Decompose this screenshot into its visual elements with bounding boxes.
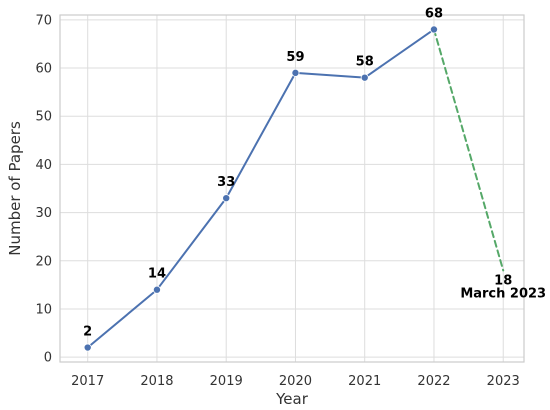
data-label: 14 [148,267,166,282]
y-tick-label: 10 [35,302,52,317]
x-tick-label: 2017 [71,374,104,389]
y-tick-label: 60 [35,62,52,77]
grid [60,15,524,362]
y-tick-labels: 0 10 20 30 40 50 60 70 [35,13,52,365]
y-axis-label: Number of Papers [6,121,24,256]
x-axis-label: Year [275,390,309,408]
data-point [429,25,438,34]
data-label: 59 [286,50,304,65]
y-tick-label: 50 [35,110,52,125]
y-tick-label: 0 [44,351,52,366]
series-line-2 [432,28,505,272]
annotation-label: March 2023 [460,286,546,301]
data-point [360,73,369,82]
y-tick-label: 70 [35,13,52,28]
markers [83,25,438,352]
x-tick-label: 2022 [417,374,450,389]
data-label: 18 [494,273,512,288]
data-point [222,194,231,203]
x-tick-label: 2019 [210,374,243,389]
series-line-1 [86,28,435,349]
y-tick-label: 20 [35,254,52,269]
x-tick-label: 2020 [279,374,312,389]
data-label: 33 [217,175,235,190]
plot-frame [59,14,525,363]
data-label: 68 [425,6,443,21]
x-tick-label: 2021 [348,374,381,389]
x-tick-labels: 2017 2018 2019 2020 2021 2022 2023 [71,374,520,389]
data-point [291,68,300,77]
x-tick-label: 2018 [140,374,173,389]
data-point [83,343,92,352]
data-label: 58 [356,55,374,70]
y-tick-label: 30 [35,206,52,221]
x-tick-label: 2023 [487,374,520,389]
series [86,28,505,349]
y-tick-label: 40 [35,158,52,173]
data-point [152,285,161,294]
data-label: 2 [83,325,92,340]
